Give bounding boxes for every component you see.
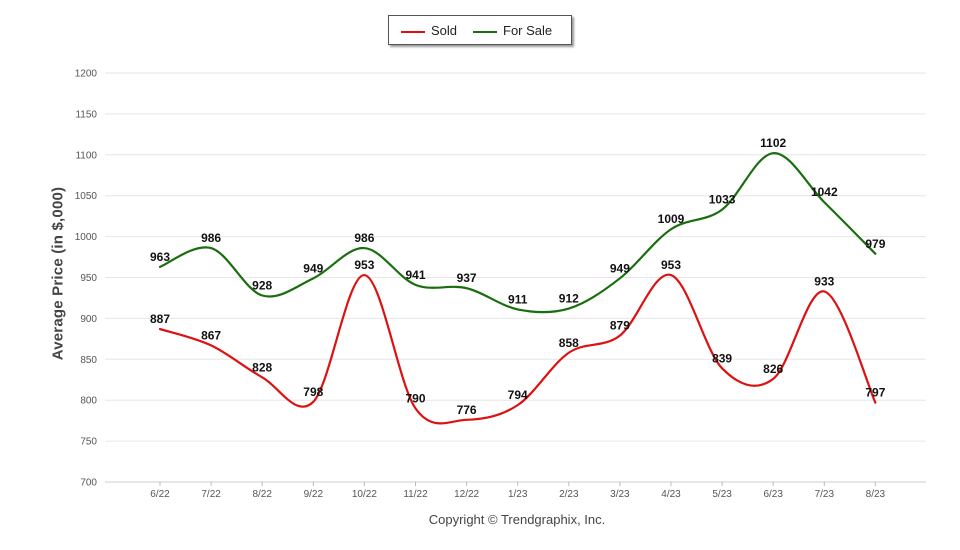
legend-sold-label[interactable]: Sold: [431, 23, 458, 38]
sold-data-label: 790: [405, 391, 425, 405]
grid-lines: [105, 72, 926, 483]
sold-data-label: 953: [354, 258, 374, 272]
sold-series-line: [158, 273, 877, 425]
for-sale-series-line: [158, 152, 877, 314]
y-tick-label: 1050: [75, 191, 98, 202]
sold-data-label: 797: [865, 386, 885, 400]
y-tick-label: 850: [80, 355, 97, 366]
y-axis-label: Average Price (in $,000): [49, 186, 67, 361]
sold-data-label: 879: [610, 319, 630, 333]
for-sale-data-label: 949: [303, 261, 323, 275]
series-lines: [158, 152, 877, 425]
for-sale-data-label: 963: [150, 250, 170, 264]
sold-data-label: 867: [201, 328, 221, 342]
y-tick-label: 900: [80, 314, 97, 325]
x-tick-label: 8/22: [252, 489, 272, 500]
sold-data-label: 953: [661, 258, 681, 272]
sold-data-label: 887: [150, 312, 170, 326]
y-axis-ticks: 700 750 800 850 900 950 1000 1050 1100 1150 1200: [75, 69, 98, 489]
x-tick-label: 9/22: [304, 489, 324, 500]
for-sale-data-label: 937: [457, 271, 477, 285]
for-sale-data-label: 979: [865, 237, 885, 251]
sold-data-label: 839: [712, 351, 732, 365]
y-tick-label: 950: [80, 273, 97, 284]
x-tick-label: 8/23: [866, 489, 886, 500]
sold-data-label: 858: [559, 336, 579, 350]
data-labels: 887 867 828 798 953 790 776 794 858 879 953 839 826 9…: [150, 136, 886, 417]
for-sale-data-label: 912: [559, 292, 579, 306]
x-tick-label: 7/23: [815, 489, 835, 500]
x-tick-label: 1/23: [508, 489, 528, 500]
x-tick-label: 5/23: [712, 489, 732, 500]
x-tick-label: 2/23: [559, 489, 579, 500]
sold-data-label: 794: [508, 388, 528, 402]
legend-forsale-swatch: [473, 31, 497, 33]
x-tick-label: 11/22: [403, 489, 428, 500]
y-tick-label: 1150: [75, 109, 97, 120]
y-tick-label: 800: [80, 396, 97, 407]
sold-data-label: 933: [814, 274, 834, 288]
for-sale-data-label: 949: [610, 261, 630, 275]
for-sale-data-label: 1042: [811, 185, 838, 199]
x-tick-label: 6/22: [150, 489, 170, 500]
legend[interactable]: Sold For Sale: [388, 15, 572, 45]
for-sale-data-label: 986: [201, 231, 221, 245]
y-tick-label: 700: [80, 478, 97, 489]
sold-data-label: 798: [303, 385, 323, 399]
x-tick-label: 7/22: [201, 489, 221, 500]
y-tick-label: 1000: [75, 232, 98, 243]
x-tick-label: 4/23: [661, 489, 681, 500]
x-tick-label: 12/22: [454, 489, 479, 500]
legend-sold-swatch: [401, 31, 425, 33]
x-tick-label: 3/23: [610, 489, 630, 500]
sold-data-label: 826: [763, 362, 783, 376]
y-tick-label: 750: [80, 437, 97, 448]
for-sale-data-label: 941: [405, 268, 425, 282]
x-axis-ticks: 6/22 7/22 8/22 9/22 10/22 11/22 12/22 1/23 2/23 3…: [150, 482, 886, 500]
for-sale-data-label: 1009: [658, 212, 685, 226]
y-tick-label: 1200: [75, 69, 98, 80]
for-sale-data-label: 1102: [760, 136, 786, 150]
y-tick-label: 1100: [75, 150, 97, 161]
for-sale-data-label: 928: [252, 278, 272, 292]
legend-forsale-label[interactable]: For Sale: [503, 23, 553, 38]
sold-data-label: 828: [252, 360, 272, 374]
copyright-footer: Copyright © Trendgraphix, Inc.: [428, 512, 606, 527]
sold-data-label: 776: [457, 403, 477, 417]
for-sale-data-label: 911: [508, 292, 528, 306]
x-tick-label: 10/22: [352, 489, 377, 500]
for-sale-data-label: 1033: [709, 193, 736, 207]
x-tick-label: 6/23: [763, 489, 783, 500]
for-sale-data-label: 986: [354, 231, 374, 245]
